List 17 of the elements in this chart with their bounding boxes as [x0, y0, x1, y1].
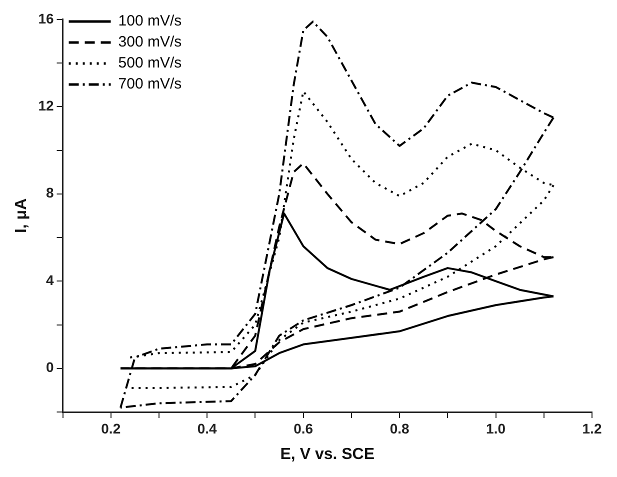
- legend-label: 300 mV/s: [118, 34, 182, 51]
- x-tick-label: 0.4: [197, 420, 218, 436]
- legend-label: 700 mV/s: [118, 76, 182, 93]
- y-tick-label: 8: [46, 184, 54, 201]
- x-tick-label: 1.2: [582, 420, 602, 436]
- y-tick-label: 0: [46, 359, 54, 376]
- x-tick-label: 0.2: [101, 420, 121, 436]
- legend-label: 500 mV/s: [118, 54, 182, 72]
- y-tick-label: 16: [38, 10, 54, 26]
- x-axis-title: E, V vs. SCE: [280, 446, 375, 463]
- x-tick-label: 0.6: [294, 420, 314, 436]
- y-axis-title: I, μA: [13, 198, 30, 234]
- legend-label: 100 mV/s: [118, 12, 182, 30]
- x-tick-label: 0.8: [390, 420, 410, 436]
- y-tick-label: 12: [38, 98, 54, 114]
- x-tick-label: 1.0: [486, 420, 506, 436]
- y-tick-label: 4: [46, 272, 54, 288]
